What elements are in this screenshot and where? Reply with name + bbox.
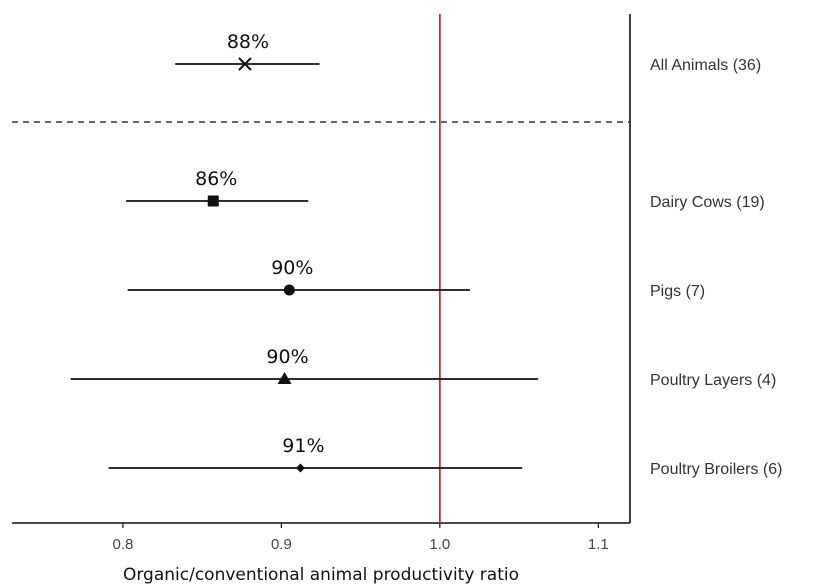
estimate-data-label: 90% (266, 346, 308, 368)
estimate-data-label: 91% (282, 435, 324, 457)
category-label: Poultry Layers (4) (650, 372, 776, 389)
x-axis-label: Organic/conventional animal productivity… (123, 565, 519, 585)
x-tick-label: 0.9 (271, 536, 292, 553)
x-tick-label: 0.8 (112, 536, 133, 553)
estimate-marker-square (207, 195, 219, 207)
x-tick-label: 1.1 (588, 536, 609, 553)
estimate-marker-diamond (295, 463, 305, 473)
category-label: Dairy Cows (19) (650, 194, 765, 211)
category-label: All Animals (36) (650, 57, 761, 74)
estimate-data-label: 90% (271, 257, 313, 279)
estimate-marker-triangle (277, 372, 292, 384)
category-label: Poultry Broilers (6) (650, 461, 782, 478)
estimate-data-label: 88% (227, 31, 269, 53)
estimate-marker-x (238, 57, 252, 71)
category-label: Pigs (7) (650, 283, 705, 300)
estimate-data-label: 86% (195, 168, 237, 190)
estimate-marker-circle (283, 284, 295, 296)
x-tick-label: 1.0 (429, 536, 450, 553)
